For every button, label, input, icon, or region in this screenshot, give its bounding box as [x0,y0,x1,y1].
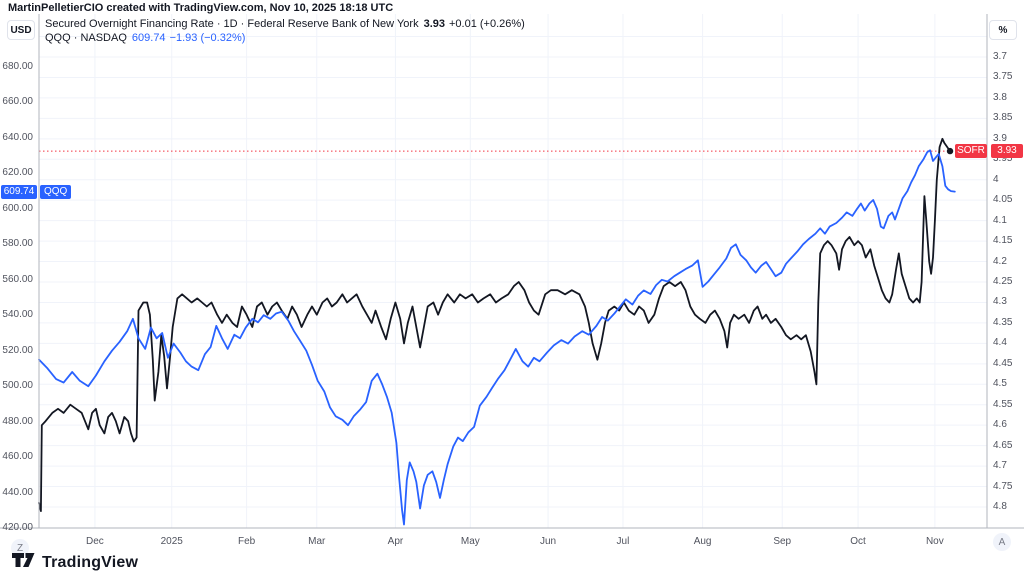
left-axis-tick: 480.00 [2,415,33,427]
legend-qqq-value: 609.74 [131,32,166,44]
time-axis-tick: Mar [308,536,326,547]
right-axis-tick: 3.7 [993,51,1007,62]
legend-qqq-title: QQQ · NASDAQ [45,32,127,44]
left-axis-tick: 520.00 [2,344,33,356]
right-axis-tick: 4.75 [993,480,1013,492]
time-axis-tick: Nov [925,536,944,547]
tradingview-logo-text: TradingView [42,553,139,571]
legend-sofr-row: Secured Overnight Financing Rate · 1D · … [45,17,525,31]
right-axis-tick: 4.55 [993,398,1013,410]
right-axis-tick: 4.3 [993,296,1007,308]
right-axis-tick: 3.75 [993,71,1013,83]
right-axis-tick: 3.95 [993,153,1013,165]
right-axis-tick: 3.85 [993,112,1013,124]
sofr-end-marker [946,147,954,155]
legend-sofr-value: 3.93 [423,18,445,30]
time-axis-tick: 2025 [160,536,183,547]
qqq-line [38,149,956,526]
left-axis-tick: 620.00 [2,167,33,179]
sofr-line [38,137,951,513]
tradingview-logo-icon [12,553,35,567]
right-axis-tick: 4 [993,173,999,185]
right-axis-tick: 4.2 [993,255,1007,267]
left-axis-tick: 680.00 [2,61,33,72]
left-axis-tick: 600.00 [2,202,33,214]
legend-sofr-change: +0.01 (+0.26%) [449,18,525,30]
right-axis-tick: 4.45 [993,357,1013,369]
left-axis-tick: 580.00 [2,238,33,250]
time-axis-tick: Jun [540,536,557,547]
left-axis-tick: 500.00 [2,380,33,392]
legend-sofr-title: Secured Overnight Financing Rate · 1D · … [45,18,419,30]
right-axis-tick: 4.6 [993,419,1007,431]
left-axis-tick: 440.00 [2,486,33,498]
left-axis-tick: 460.00 [2,451,33,463]
qqq-series-label: QQQ [40,184,72,199]
right-axis-tick: 4.15 [993,235,1013,247]
legend-qqq-change: −1.93 (−0.32%) [169,32,246,44]
qqq-price-axis-label: 609.74 [1,184,37,199]
left-axis-tick: 660.00 [2,96,33,108]
right-axis-tick: 4.25 [993,276,1013,287]
tradingview-logo[interactable]: TradingView [12,553,138,572]
time-axis-tick: Aug [693,536,712,547]
right-axis-tick: 3.8 [993,91,1007,103]
left-axis-tick: 560.00 [2,273,33,285]
left-axis-unit-button[interactable]: USD [7,20,35,40]
timezone-button[interactable]: Z [11,539,29,557]
right-axis-tick: 4.65 [993,439,1013,451]
right-axis-tick: 4.05 [993,194,1013,206]
legend-qqq-row: QQQ · NASDAQ 609.74 −1.93 (−0.32%) [45,31,525,45]
right-axis-tick: 4.35 [993,316,1013,328]
time-axis-tick: Oct [850,536,866,547]
sofr-price-axis-label: 3.93 [991,144,1023,159]
legend: Secured Overnight Financing Rate · 1D · … [45,17,525,45]
right-axis-tick: 4.7 [993,460,1007,472]
left-axis-tick: 420.00 [2,522,33,533]
right-axis-tick: 4.8 [993,501,1007,512]
right-axis-unit-button[interactable]: % [989,20,1017,40]
sofr-series-label: SOFR [955,144,987,159]
time-axis-tick: May [460,536,480,547]
attribution-text: MartinPelletierCIO created with TradingV… [8,2,394,14]
right-axis-tick: 4.5 [993,378,1007,390]
time-axis-tick: Apr [387,536,404,547]
right-axis-tick: 4.1 [993,214,1007,226]
time-axis-tick: Sep [773,536,792,547]
time-axis-tick: Jul [616,536,630,547]
right-axis-tick: 3.9 [993,132,1007,144]
time-axis-tick: Feb [237,536,256,547]
left-axis-tick: 640.00 [2,131,33,143]
right-axis-tick: 4.4 [993,337,1007,349]
left-axis-tick: 540.00 [2,309,33,321]
auto-scale-button[interactable]: A [993,533,1011,551]
time-axis-tick: Dec [86,536,104,547]
